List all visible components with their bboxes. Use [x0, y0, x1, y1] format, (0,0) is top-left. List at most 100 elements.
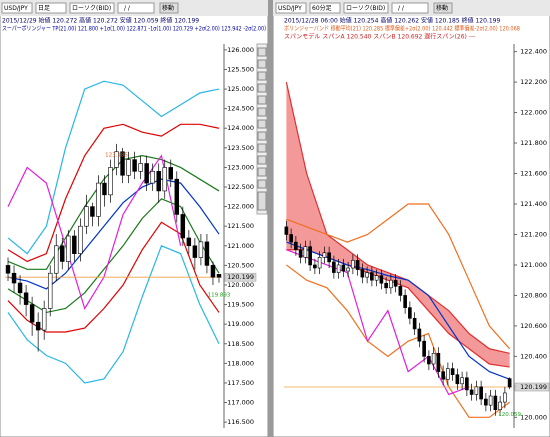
y-tick-label: 117.500: [227, 379, 254, 387]
candle-body: [322, 252, 327, 258]
price-type: ローソク(BID): [72, 5, 111, 12]
y-tick-label: 120.000: [227, 281, 254, 289]
tool-button[interactable]: [257, 179, 267, 189]
timeframe-box[interactable]: [309, 2, 341, 14]
y-tick-label: 116.500: [227, 418, 254, 426]
candle-body: [469, 389, 474, 395]
candle-body: [84, 206, 89, 227]
tool-strip-bg: [256, 43, 268, 215]
low-label: 120.059: [498, 412, 521, 418]
tool-button[interactable]: [257, 143, 267, 153]
y-tick-label: 125.500: [227, 65, 254, 73]
candle-body: [365, 272, 369, 278]
y-tick-label: 120.400: [520, 352, 547, 360]
y-tick-label: 123.000: [227, 163, 254, 171]
left-panel: [0, 0, 269, 437]
y-tick-label: 119.000: [227, 320, 254, 328]
candle-body: [90, 206, 95, 217]
candle-body: [503, 392, 507, 403]
price-tag-bg: [224, 272, 257, 282]
tool-button[interactable]: [257, 167, 267, 177]
candle-body: [422, 340, 426, 357]
candle-body: [327, 252, 331, 263]
candle-body: [162, 167, 167, 192]
candle-body: [484, 398, 488, 406]
symbol: USD/JPY: [278, 5, 302, 12]
y-tick-label: 119.500: [227, 301, 254, 309]
y-tick-label: 121.800: [520, 139, 547, 147]
candle-body: [460, 377, 464, 385]
tool-button[interactable]: [257, 59, 267, 69]
y-tick-label: 122.200: [520, 78, 547, 86]
candle-body: [17, 282, 23, 294]
timeframe: 60分足: [312, 4, 332, 12]
candle-body: [455, 374, 460, 385]
candle-body: [417, 328, 422, 342]
candle-body: [303, 246, 308, 258]
tool-button[interactable]: [257, 131, 267, 141]
y-tick-label: 124.500: [227, 105, 254, 113]
candle-body: [294, 241, 298, 251]
y-tick-label: 126.000: [227, 46, 254, 54]
scroll-button[interactable]: [257, 191, 267, 211]
tool-button[interactable]: [257, 107, 267, 117]
candle-body: [284, 226, 289, 235]
candle-body: [29, 304, 35, 323]
candle-body: [393, 279, 398, 287]
symbol-box[interactable]: [275, 2, 307, 14]
tool-button[interactable]: [257, 83, 267, 93]
price-type-box[interactable]: [69, 2, 115, 14]
move-button[interactable]: [433, 2, 453, 14]
indicator-line: [7, 245, 220, 384]
y-tick-label: 122.500: [227, 183, 254, 191]
candle-body: [66, 235, 71, 262]
candle-body: [5, 265, 11, 274]
candle-body: [403, 295, 407, 308]
candle-body: [336, 264, 341, 273]
candle-body: [216, 274, 222, 278]
y-tick-label: 121.600: [520, 170, 547, 178]
candle-body: [384, 282, 388, 289]
indicator-line: [7, 154, 182, 310]
move-button[interactable]: [159, 2, 179, 14]
candle-body: [138, 163, 143, 172]
candle-body: [132, 159, 137, 172]
candle-body: [308, 246, 312, 266]
candle-body: [436, 353, 441, 372]
y-tick-label: 118.500: [227, 340, 254, 348]
candle-body: [346, 267, 350, 272]
indicator-info: ボリンジャーバンド 移動平均(21) 120.285 標準偏差+2σ(2.00)…: [284, 25, 520, 33]
indicator-line: [7, 80, 220, 255]
y-tick-label: 121.200: [520, 230, 547, 238]
candle-body: [408, 307, 412, 319]
candle-body: [317, 257, 322, 269]
candle-body: [108, 167, 113, 196]
ohlc-info: 2015/12/28 06:00 始値 120.254 高値 120.262 安…: [284, 17, 500, 25]
tool-button[interactable]: [257, 119, 267, 129]
symbol-box[interactable]: [1, 2, 33, 14]
symbol: USD/JPY: [4, 5, 28, 12]
candle-body: [186, 237, 192, 247]
timeframe-box[interactable]: [35, 2, 67, 14]
price-tag-bg: [514, 382, 550, 392]
y-tick-label: 120.000: [520, 413, 547, 421]
price-type-box[interactable]: [343, 2, 389, 14]
date-box[interactable]: [117, 2, 155, 14]
indicator-line: [7, 123, 220, 263]
y-tick-label: 120.600: [520, 322, 547, 330]
candle-body: [370, 272, 374, 281]
candle-body: [41, 308, 47, 331]
candle-body: [150, 171, 155, 184]
tool-button[interactable]: [257, 71, 267, 81]
ohlc-info: 2015/12/29 始値 120.272 高値 120.272 安値 120.…: [2, 17, 199, 25]
candle-body: [47, 272, 53, 309]
date-box[interactable]: [391, 2, 429, 14]
tool-button[interactable]: [257, 155, 267, 165]
tool-button[interactable]: [257, 47, 267, 57]
candle-body: [96, 182, 101, 217]
span-a: [285, 81, 510, 354]
candle-body: [412, 317, 417, 330]
tool-button[interactable]: [257, 95, 267, 105]
